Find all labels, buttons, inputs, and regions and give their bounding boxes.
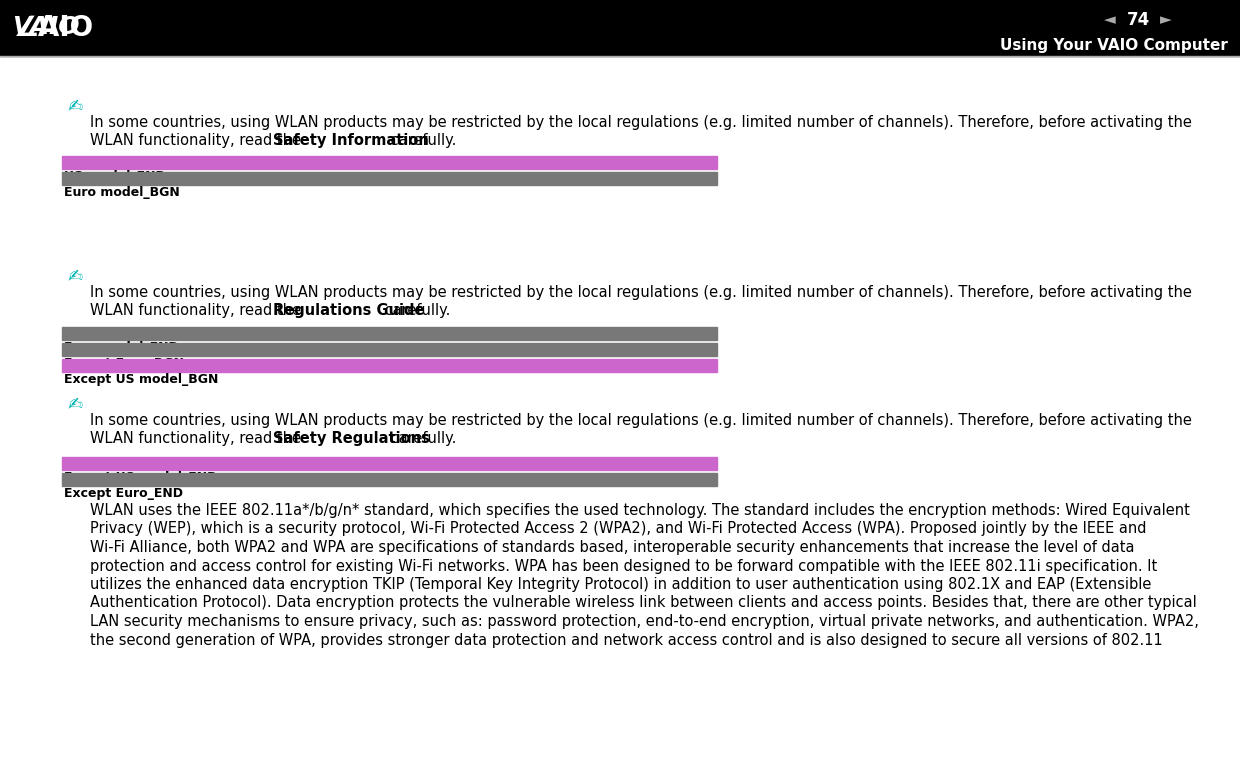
Text: Authentication Protocol). Data encryption protects the vulnerable wireless link : Authentication Protocol). Data encryptio… xyxy=(91,596,1197,610)
Text: VAIO: VAIO xyxy=(12,15,79,39)
Bar xyxy=(62,343,717,356)
Bar xyxy=(62,473,717,486)
Text: ∠AIO: ∠AIO xyxy=(14,14,94,42)
Text: WLAN functionality, read the: WLAN functionality, read the xyxy=(91,431,305,446)
Text: ✍: ✍ xyxy=(68,97,83,115)
Text: Privacy (WEP), which is a security protocol, Wi-Fi Protected Access 2 (WPA2), an: Privacy (WEP), which is a security proto… xyxy=(91,521,1147,537)
Text: 74: 74 xyxy=(1126,11,1149,29)
Text: ►: ► xyxy=(1161,12,1172,27)
Text: carefully.: carefully. xyxy=(379,303,450,318)
Text: Except Euro_END: Except Euro_END xyxy=(64,487,184,500)
Text: WLAN functionality, read the: WLAN functionality, read the xyxy=(91,303,305,318)
Text: Euro model_END: Euro model_END xyxy=(64,341,179,354)
Text: In some countries, using WLAN products may be restricted by the local regulation: In some countries, using WLAN products m… xyxy=(91,413,1192,428)
Text: Regulations Guide: Regulations Guide xyxy=(273,303,424,318)
Text: US model_END: US model_END xyxy=(64,170,166,183)
Text: In some countries, using WLAN products may be restricted by the local regulation: In some countries, using WLAN products m… xyxy=(91,285,1192,300)
Bar xyxy=(62,156,717,169)
Text: Using Your VAIO Computer: Using Your VAIO Computer xyxy=(1001,39,1228,53)
Bar xyxy=(62,172,717,185)
Text: Safety Information: Safety Information xyxy=(273,133,429,148)
Text: ✍: ✍ xyxy=(68,267,83,285)
Text: LAN security mechanisms to ensure privacy, such as: password protection, end-to-: LAN security mechanisms to ensure privac… xyxy=(91,614,1199,629)
Bar xyxy=(62,359,717,372)
Text: ✍: ✍ xyxy=(68,395,83,413)
Text: protection and access control for existing Wi-Fi networks. WPA has been designed: protection and access control for existi… xyxy=(91,559,1157,574)
Bar xyxy=(62,457,717,470)
Bar xyxy=(62,327,717,340)
Text: ◄: ◄ xyxy=(1104,12,1116,27)
Text: carefully.: carefully. xyxy=(386,133,456,148)
Text: the second generation of WPA, provides stronger data protection and network acce: the second generation of WPA, provides s… xyxy=(91,632,1163,648)
Text: carefully.: carefully. xyxy=(386,431,456,446)
Bar xyxy=(0,0,1240,56)
Text: utilizes the enhanced data encryption TKIP (Temporal Key Integrity Protocol) in : utilizes the enhanced data encryption TK… xyxy=(91,577,1152,592)
Text: WLAN functionality, read the: WLAN functionality, read the xyxy=(91,133,305,148)
Text: Except Euro_BGN: Except Euro_BGN xyxy=(64,357,184,370)
Text: Euro model_BGN: Euro model_BGN xyxy=(64,186,180,199)
Text: Wi-Fi Alliance, both WPA2 and WPA are specifications of standards based, interop: Wi-Fi Alliance, both WPA2 and WPA are sp… xyxy=(91,540,1135,555)
Text: Except US model_END: Except US model_END xyxy=(64,471,217,484)
Text: Safety Regulations: Safety Regulations xyxy=(273,431,429,446)
Text: WLAN uses the IEEE 802.11a*/b/g/n* standard, which specifies the used technology: WLAN uses the IEEE 802.11a*/b/g/n* stand… xyxy=(91,503,1190,518)
Text: Except US model_BGN: Except US model_BGN xyxy=(64,373,218,386)
Text: In some countries, using WLAN products may be restricted by the local regulation: In some countries, using WLAN products m… xyxy=(91,115,1192,130)
